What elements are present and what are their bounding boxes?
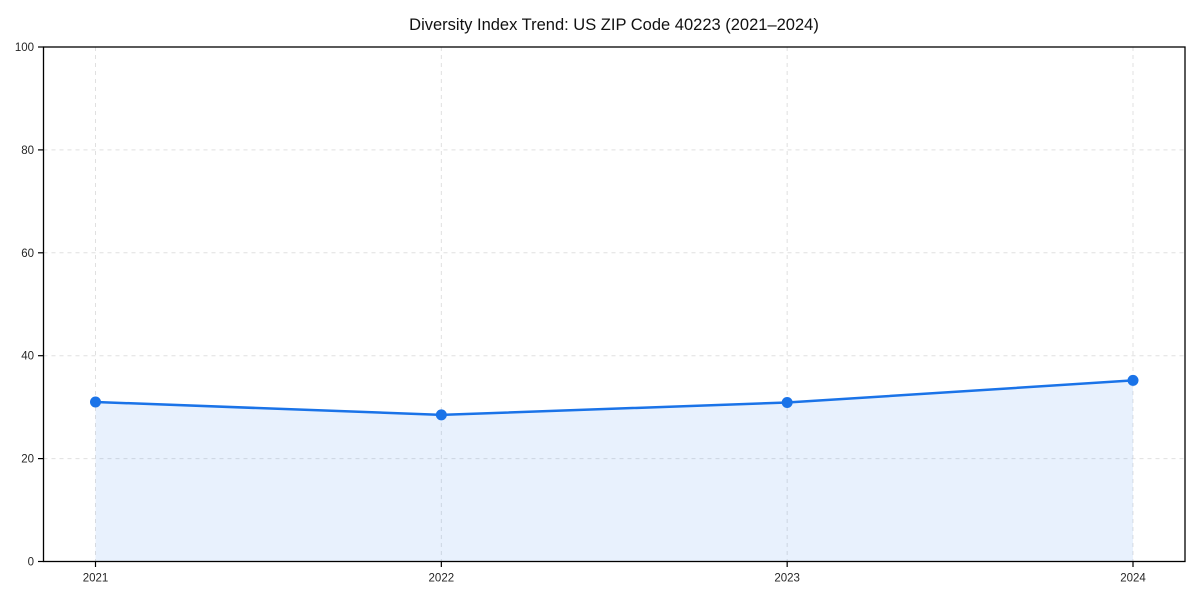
plot-area: 0 20 40 60 80 100 2021 2022 2023 2024 [15, 42, 1186, 585]
x-tick-label: 2021 [83, 573, 109, 585]
y-tick-label: 20 [21, 454, 34, 466]
data-point-2024 [1127, 374, 1139, 386]
x-tick-label: 2023 [774, 573, 800, 585]
plot-border [42, 46, 1186, 563]
chart-title: Diversity Index Trend: US ZIP Code 40223… [409, 16, 819, 34]
x-tick-label: 2024 [1120, 573, 1146, 585]
data-point-2022 [435, 409, 447, 421]
y-tick-label: 100 [15, 42, 34, 54]
y-tick-label: 0 [28, 557, 34, 569]
y-tick-label: 80 [21, 145, 34, 157]
data-point-2023 [781, 397, 793, 409]
trend-line [94, 379, 1135, 417]
data-point-2021 [90, 396, 101, 408]
y-tick-label: 40 [21, 351, 34, 363]
x-tick-label: 2022 [429, 573, 455, 585]
y-tick-label: 60 [21, 248, 34, 260]
area-fill [95, 380, 1133, 562]
